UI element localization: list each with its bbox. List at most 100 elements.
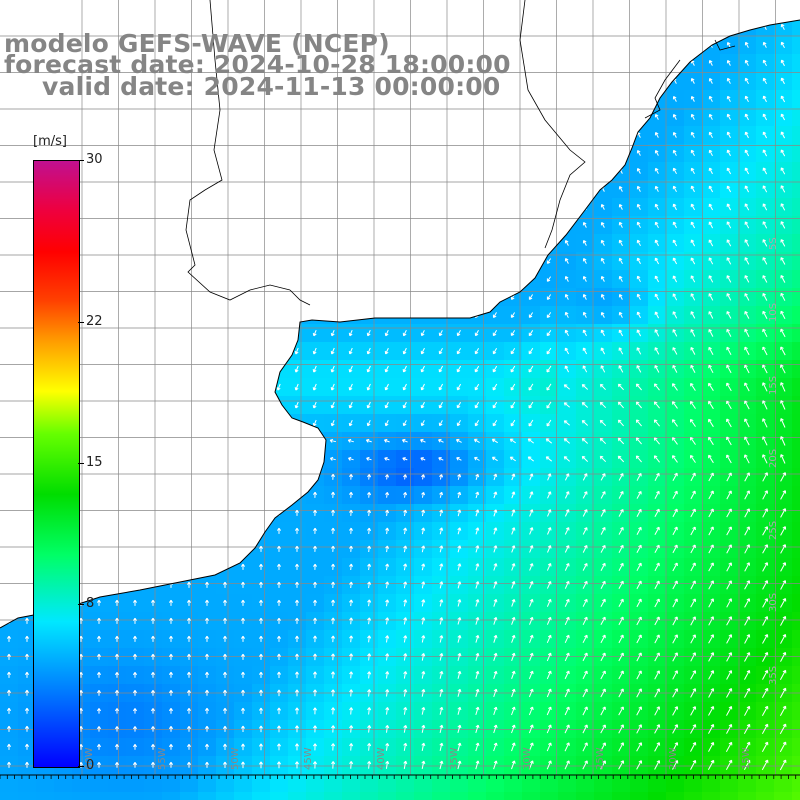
- wind-arrow: [726, 346, 732, 356]
- wind-arrow: [421, 491, 426, 498]
- wind-cell: [144, 792, 163, 800]
- colorbar-tick-mark: [78, 604, 84, 606]
- wind-arrow: [475, 545, 480, 553]
- wind-arrow: [132, 617, 138, 624]
- wind-cell: [792, 36, 800, 55]
- wind-cell: [630, 774, 649, 793]
- wind-arrow: [582, 275, 587, 282]
- wind-arrow: [475, 563, 480, 571]
- wind-arrow: [672, 329, 678, 337]
- wind-arrow: [564, 491, 570, 499]
- wind-arrow: [780, 364, 786, 374]
- wind-arrow: [564, 257, 569, 264]
- wind-arrow: [672, 383, 678, 391]
- wind-arrow: [491, 438, 498, 444]
- wind-arrow: [654, 634, 660, 644]
- latitude-labels: 5S 10S 15S 20S 25S 30S 35S: [768, 237, 779, 685]
- wind-arrow: [546, 706, 552, 716]
- wind-arrow: [312, 743, 318, 751]
- wind-arrow: [294, 383, 299, 391]
- wind-arrow: [762, 346, 768, 356]
- wind-arrow: [690, 706, 697, 716]
- wind-arrow: [708, 562, 714, 572]
- wind-arrow: [258, 671, 264, 678]
- wind-cell: [576, 774, 595, 793]
- wind-arrow: [6, 635, 12, 642]
- wind-arrow: [726, 41, 731, 48]
- wind-arrow: [349, 474, 354, 480]
- wind-cell: [792, 324, 800, 343]
- wind-arrow: [367, 617, 372, 625]
- wind-arrow: [24, 725, 30, 732]
- wind-arrow: [402, 383, 407, 391]
- wind-arrow: [744, 687, 751, 698]
- wind-arrow: [511, 527, 516, 535]
- wind-arrow: [150, 761, 156, 768]
- wind-arrow: [294, 689, 300, 697]
- wind-arrow: [726, 508, 732, 518]
- wind-cell: [792, 270, 800, 289]
- longitude-label: 60W: [84, 747, 95, 770]
- wind-arrow: [330, 365, 335, 373]
- wind-arrow: [509, 438, 516, 444]
- wind-arrow: [204, 743, 210, 750]
- wind-arrow: [349, 527, 354, 534]
- wind-arrow: [421, 527, 426, 535]
- wind-arrow: [547, 527, 552, 535]
- wind-arrow: [222, 761, 228, 768]
- wind-arrow: [744, 418, 750, 428]
- wind-arrow: [456, 383, 462, 391]
- wind-cell: [396, 774, 415, 793]
- wind-arrow: [528, 724, 534, 734]
- wind-arrow: [726, 257, 732, 265]
- wind-arrow: [708, 221, 714, 229]
- wind-arrow: [168, 761, 174, 768]
- wind-arrow: [276, 635, 282, 642]
- wind-arrow: [708, 346, 714, 355]
- wind-arrow: [240, 761, 246, 769]
- wind-arrow: [312, 509, 318, 516]
- wind-arrow: [367, 742, 372, 751]
- wind-arrow: [744, 490, 750, 500]
- wind-arrow: [726, 652, 733, 662]
- wind-arrow: [564, 598, 570, 607]
- wind-arrow: [511, 688, 516, 698]
- wind-arrow: [547, 473, 552, 481]
- wind-arrow: [511, 706, 516, 716]
- wind-cell: [792, 432, 800, 451]
- wind-arrow: [762, 41, 767, 48]
- wind-arrow: [654, 706, 660, 716]
- wind-arrow: [672, 95, 677, 102]
- wind-cell: [666, 774, 685, 793]
- wind-arrow: [349, 761, 354, 769]
- wind-arrow: [401, 438, 408, 443]
- wind-arrow: [690, 203, 696, 211]
- wind-arrow: [186, 599, 192, 606]
- wind-arrow: [384, 365, 389, 373]
- wind-arrow: [618, 562, 624, 571]
- wind-arrow: [402, 401, 407, 409]
- wind-arrow: [636, 724, 642, 734]
- wind-arrow: [312, 725, 318, 733]
- wind-arrow: [726, 454, 732, 464]
- wind-arrow: [762, 221, 768, 229]
- wind-arrow: [439, 706, 444, 715]
- wind-arrow: [780, 526, 787, 536]
- wind-arrow: [690, 580, 696, 590]
- wind-arrow: [420, 347, 425, 355]
- wind-arrow: [708, 418, 714, 428]
- wind-arrow: [384, 457, 390, 461]
- wind-arrow: [347, 438, 354, 443]
- wind-arrow: [474, 383, 480, 391]
- wind-arrow: [473, 438, 480, 444]
- wind-cell: [594, 792, 613, 800]
- wind-cell: [432, 774, 451, 793]
- wind-arrow: [114, 617, 120, 624]
- wind-arrow: [24, 743, 30, 750]
- wind-cell: [36, 774, 55, 793]
- wind-arrow: [761, 705, 769, 716]
- wind-arrow: [330, 420, 335, 427]
- wind-arrow: [708, 364, 714, 374]
- wind-arrow: [672, 275, 678, 283]
- wind-arrow: [600, 526, 606, 535]
